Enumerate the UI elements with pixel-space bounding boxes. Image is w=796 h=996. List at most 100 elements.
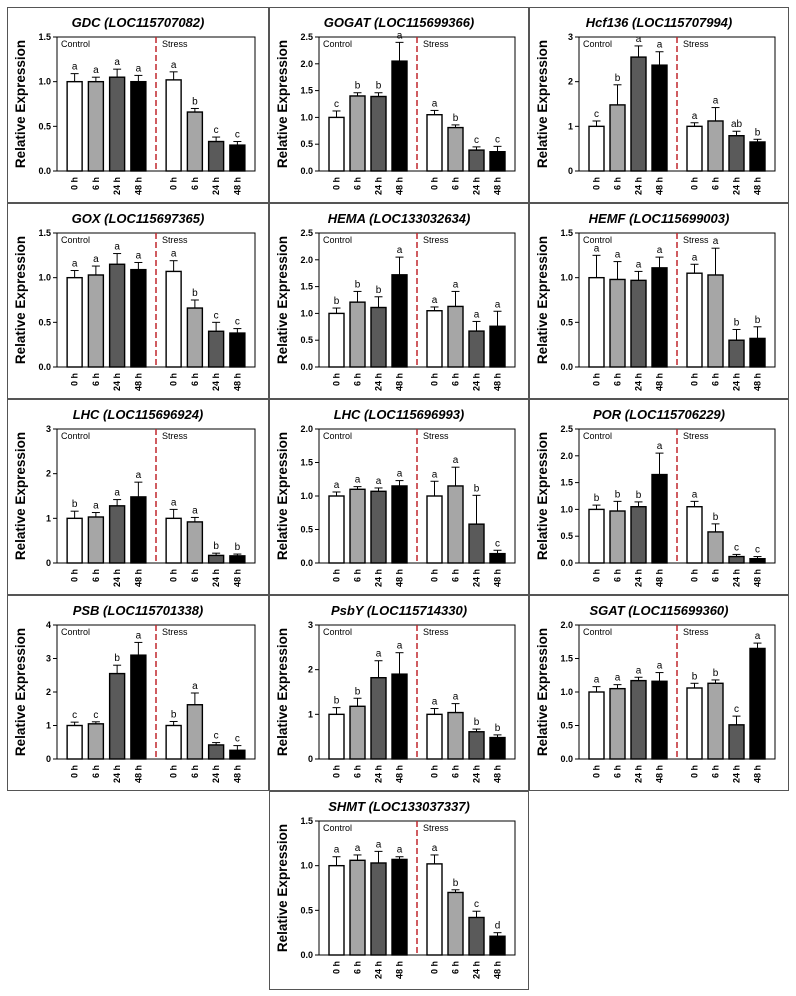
bar	[707, 120, 724, 172]
significance-letter: a	[376, 649, 382, 660]
significance-letter: a	[474, 309, 480, 320]
significance-letter: b	[495, 723, 501, 734]
y-tick-label: 0.0	[300, 558, 313, 568]
x-tick-label: 48 h	[395, 961, 405, 979]
significance-letter: a	[136, 250, 142, 261]
x-tick-label: 0 h	[690, 569, 700, 582]
x-tick-label: 24 h	[634, 569, 644, 587]
bar	[87, 516, 105, 564]
significance-letter: a	[136, 63, 142, 74]
significance-letter: b	[692, 671, 698, 682]
significance-letter: a	[432, 469, 438, 480]
bar	[588, 691, 605, 760]
significance-letter: b	[615, 73, 621, 84]
x-tick-label: 6 h	[711, 765, 721, 778]
y-tick-label: 0	[46, 754, 51, 764]
x-tick-label: 48 h	[753, 765, 763, 783]
x-tick-label: 24 h	[472, 373, 482, 391]
control-label: Control	[323, 627, 352, 637]
x-tick-label: 6 h	[353, 961, 363, 974]
x-tick-label: 6 h	[190, 177, 200, 190]
x-tick-label: 48 h	[232, 765, 242, 783]
significance-letter: c	[594, 109, 599, 120]
y-axis-label: Relative Expression	[275, 236, 290, 364]
y-tick-label: 0.0	[560, 754, 573, 764]
bar	[728, 135, 745, 172]
significance-letter: c	[474, 135, 479, 146]
significance-letter: a	[114, 57, 120, 68]
y-tick-label: 0	[308, 754, 313, 764]
significance-letter: d	[495, 921, 501, 932]
x-tick-label: 24 h	[211, 569, 221, 587]
significance-letter: b	[355, 279, 361, 290]
stress-label: Stress	[423, 235, 449, 245]
bar	[630, 506, 647, 564]
x-tick-label: 6 h	[613, 177, 623, 190]
chart-panel: PSB (LOC115701338) Relative Expression 0 1 2…	[7, 595, 269, 791]
y-tick-label: 2.5	[560, 424, 573, 434]
y-axis-label: Relative Expression	[13, 628, 28, 756]
chart-title: GOGAT (LOC115699366)	[324, 15, 475, 30]
bar	[749, 558, 766, 564]
control-label: Control	[583, 431, 612, 441]
chart-title: HEMF (LOC115699003)	[589, 211, 730, 226]
y-tick-label: 0.0	[300, 166, 313, 176]
control-label: Control	[323, 39, 352, 49]
significance-letter: b	[213, 541, 219, 552]
significance-letter: c	[214, 125, 219, 136]
x-tick-label: 0 h	[169, 569, 179, 582]
x-tick-label: 48 h	[232, 177, 242, 195]
bar	[489, 736, 506, 760]
significance-letter: a	[657, 245, 663, 256]
bar	[186, 111, 204, 172]
x-tick-label: 24 h	[374, 373, 384, 391]
y-tick-label: 1.0	[38, 77, 51, 87]
y-axis-label: Relative Expression	[535, 40, 550, 168]
y-tick-label: 0.5	[300, 335, 313, 345]
bar	[630, 679, 647, 760]
x-tick-label: 0 h	[430, 569, 440, 582]
bar	[108, 76, 126, 172]
significance-letter: a	[114, 242, 120, 253]
y-axis-label: Relative Expression	[535, 236, 550, 364]
bar	[328, 312, 345, 368]
y-tick-label: 0.5	[38, 317, 51, 327]
bar	[207, 554, 225, 564]
x-tick-label: 48 h	[493, 177, 503, 195]
chart-title: GOX (LOC115697365)	[72, 211, 205, 226]
significance-letter: a	[657, 441, 663, 452]
significance-letter: a	[114, 488, 120, 499]
x-tick-label: 48 h	[753, 569, 763, 587]
y-tick-label: 3	[46, 424, 51, 434]
control-label: Control	[61, 39, 90, 49]
bar	[229, 555, 246, 564]
significance-letter: a	[657, 661, 663, 672]
y-tick-label: 2	[308, 665, 313, 675]
significance-letter: c	[214, 731, 219, 742]
y-tick-label: 2.5	[300, 228, 313, 238]
x-tick-label: 6 h	[353, 569, 363, 582]
significance-letter: a	[636, 259, 642, 270]
x-tick-label: 24 h	[374, 765, 384, 783]
x-tick-label: 24 h	[211, 177, 221, 195]
x-tick-label: 24 h	[472, 569, 482, 587]
significance-letter: b	[474, 717, 480, 728]
significance-letter: c	[214, 310, 219, 321]
y-tick-label: 1.0	[300, 308, 313, 318]
y-tick-label: 3	[308, 620, 313, 630]
bar	[651, 680, 668, 760]
x-tick-label: 6 h	[451, 569, 461, 582]
significance-letter: c	[755, 545, 760, 556]
bar	[165, 79, 182, 172]
significance-letter: c	[235, 317, 240, 328]
y-tick-label: 1	[46, 513, 51, 523]
y-tick-label: 1	[308, 709, 313, 719]
significance-letter: b	[453, 878, 459, 889]
x-tick-label: 6 h	[190, 765, 200, 778]
chart-title: SGAT (LOC115699360)	[590, 603, 729, 618]
bar	[686, 125, 703, 172]
bar	[66, 724, 83, 760]
significance-letter: a	[355, 475, 361, 486]
bar	[370, 677, 387, 760]
